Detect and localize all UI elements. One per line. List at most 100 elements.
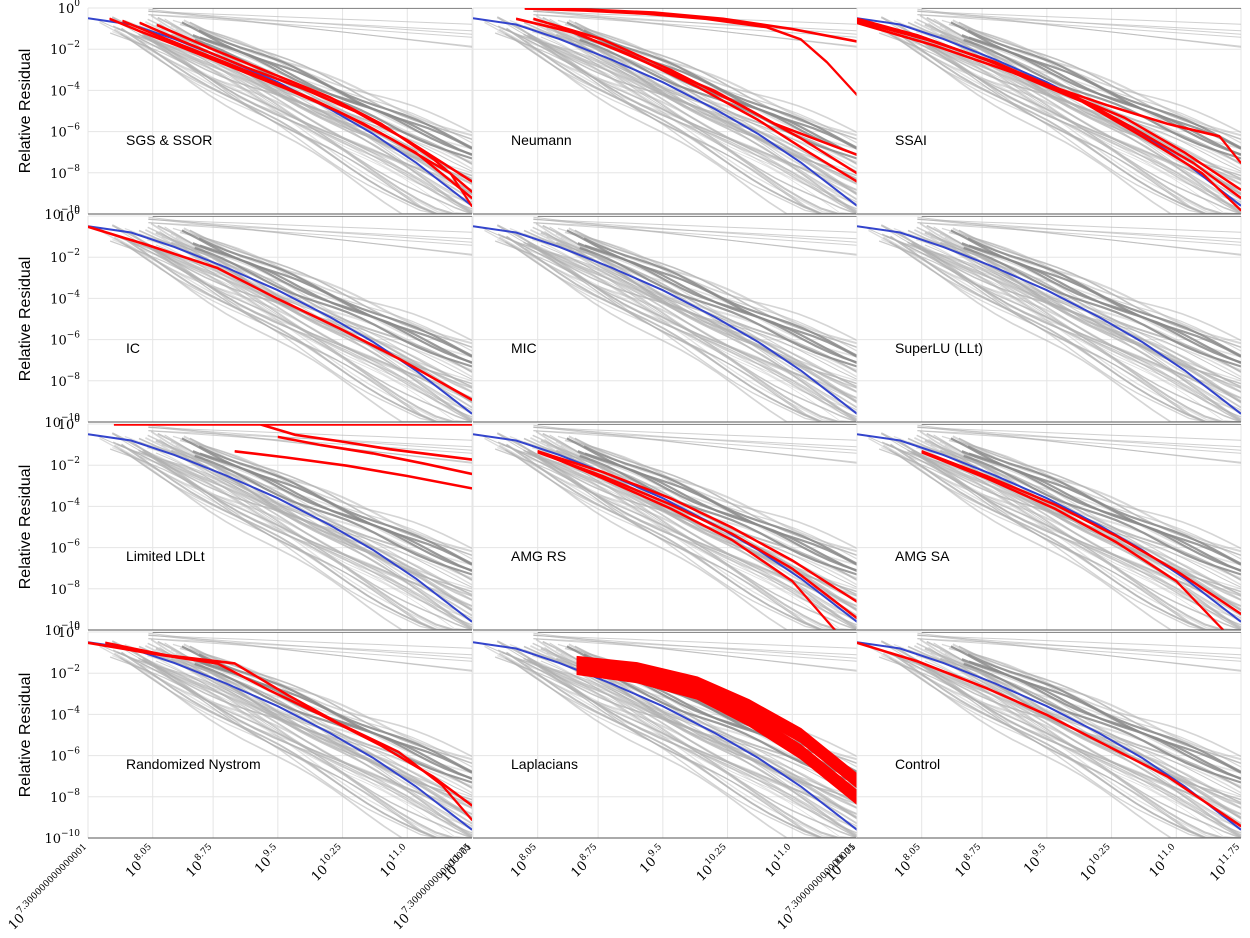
background-series-line [142, 449, 472, 630]
background-series-line [917, 11, 1241, 25]
background-series-line [889, 443, 1241, 630]
panel-label: Control [895, 756, 940, 772]
background-series-line [148, 219, 472, 233]
background-series-line [120, 235, 472, 422]
highlight-series-line [105, 641, 472, 821]
background-series-line [917, 222, 1241, 240]
background-series-line [112, 654, 472, 829]
background-series-line [526, 450, 857, 617]
background-series-line [968, 36, 1241, 156]
x-tick-label: 108.75 [181, 842, 220, 881]
background-series-line [143, 659, 472, 838]
background-series-line [109, 448, 472, 626]
panel-label: Limited LDLt [126, 548, 205, 564]
background-series-line [528, 451, 857, 630]
plot-area [88, 632, 472, 838]
x-tick-label: 108.75 [950, 842, 989, 881]
background-series-line [528, 243, 857, 422]
y-tick-label: 10−2 [50, 248, 80, 266]
background-series-line [179, 439, 472, 550]
background-series-line [198, 653, 472, 773]
background-series-line [97, 227, 472, 380]
background-series-line [112, 446, 472, 621]
highlight-series-line [559, 26, 857, 183]
highlight-series-line [139, 21, 472, 182]
y-tick-label: 100 [58, 207, 81, 225]
background-series-line [968, 244, 1241, 364]
y-tick-label: 10−8 [50, 372, 80, 390]
background-series-line [194, 662, 472, 784]
background-series-line [967, 653, 1241, 773]
background-series-line [533, 638, 857, 656]
background-series-line [555, 441, 857, 586]
background-series-line [924, 452, 1241, 630]
y-tick-label: 10−4 [50, 289, 80, 307]
panel: MIC [472, 215, 858, 423]
background-series-line [533, 222, 857, 240]
background-series-line [540, 660, 857, 838]
x-tick-label: 109.5 [250, 842, 285, 877]
background-series-line [482, 19, 857, 172]
background-series-line [141, 658, 472, 825]
y-tick-label: 10−6 [50, 123, 80, 141]
reference-series-line [473, 225, 857, 415]
background-series-line [555, 25, 857, 170]
background-series-line [533, 222, 857, 246]
background-series-line [170, 449, 472, 581]
background-series-line [926, 16, 1241, 213]
background-series-line [540, 36, 857, 214]
background-series-line [527, 657, 857, 838]
background-series-line [497, 238, 857, 413]
background-series-line [510, 660, 857, 838]
background-series-line [494, 240, 857, 418]
plot-area [857, 216, 1241, 422]
panel: SuperLU (LLt) [856, 215, 1242, 423]
plot-area [88, 424, 472, 630]
background-series-line [898, 439, 1241, 630]
background-series-line [898, 231, 1241, 422]
highlight-series-line [533, 18, 857, 175]
background-series-line [912, 451, 1241, 630]
background-series-line [878, 32, 1241, 210]
x-tick-label: 1010.25 [1076, 842, 1119, 885]
background-series-line [170, 241, 472, 373]
background-series-line [894, 452, 1241, 630]
background-series-line [564, 23, 857, 134]
background-series-line [505, 235, 857, 422]
panel-label: SGS & SSOR [126, 132, 212, 148]
background-series-line [112, 30, 472, 205]
background-series-line [917, 222, 1241, 246]
y-tick-label: 10−8 [50, 164, 80, 182]
background-series-line [494, 32, 857, 210]
highlight-series-line [576, 672, 857, 804]
highlight-series-line [109, 18, 472, 208]
background-series-line [148, 11, 472, 25]
background-series-line [170, 657, 472, 789]
background-series-line [129, 647, 472, 838]
background-series-line [583, 445, 857, 565]
background-series-line [155, 36, 472, 214]
background-series-line [198, 237, 472, 357]
reference-series-line [857, 433, 1241, 623]
x-tick-label: 1011.0 [761, 842, 800, 881]
background-series-line [968, 660, 1241, 780]
background-series-line [129, 23, 472, 214]
background-series-line [910, 450, 1241, 617]
x-tick-label: 1010.25 [307, 842, 350, 885]
background-series-line [500, 20, 857, 214]
background-series-line [497, 441, 857, 630]
highlight-series-line [576, 669, 857, 801]
plot-area [473, 424, 857, 630]
background-series-line [514, 23, 857, 214]
reference-series-line [88, 433, 472, 623]
panel: AMG SA [856, 423, 1242, 631]
background-series-line [583, 237, 857, 357]
background-series-line [500, 228, 857, 422]
background-series-line [894, 244, 1241, 422]
background-series-line [112, 649, 472, 838]
background-series-line [482, 227, 857, 380]
background-series-line [148, 430, 472, 448]
background-series-line [142, 33, 472, 214]
background-series-line [497, 25, 857, 214]
background-series-line [939, 449, 1241, 581]
